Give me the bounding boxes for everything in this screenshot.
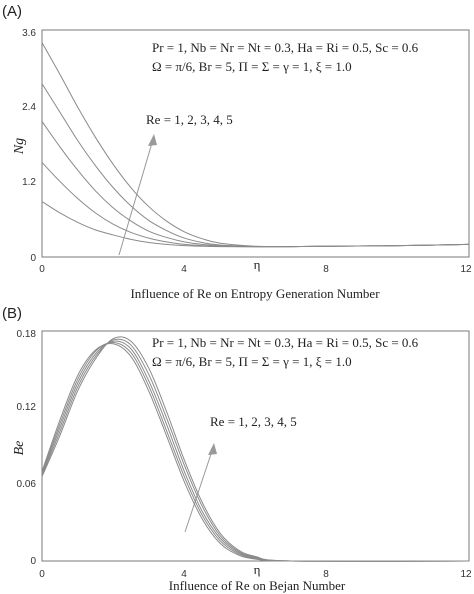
panel-a-series-line-3 [41, 121, 470, 248]
panel-a-params-line-1: Pr = 1, Nb = Nr = Nt = 0.3, Ha = Ri = 0.… [152, 40, 419, 55]
panel-a-xtick-0: 0 [39, 264, 45, 275]
panel-a-y-axis-label: Ng [12, 138, 27, 155]
panel-b-xtick-1: 4 [181, 569, 187, 580]
panel-b-y-ticks: 0 0.06 0.12 0.18 [17, 329, 37, 567]
panel-a-trend-arrow-line [118, 135, 155, 256]
panel-b-series-line-4 [41, 338, 470, 562]
panel-a-ytick-1: 1.2 [22, 177, 36, 188]
panel-a-label: (A) [2, 3, 22, 20]
panel-a-x-axis-label: η [254, 257, 261, 272]
panel-a-ytick-2: 2.4 [22, 102, 36, 113]
panel-b-ytick-1: 0.06 [17, 479, 37, 490]
panel-b-series-line-3 [41, 340, 470, 562]
panel-a-xtick-1: 4 [181, 264, 187, 275]
panel-b-ytick-0: 0 [30, 556, 36, 567]
panel-b-label: (B) [2, 305, 22, 322]
panel-a-x-ticks: 0 4 8 12 [39, 264, 472, 275]
panel-a-caption: Influence of Re on Entropy Generation Nu… [130, 286, 380, 301]
panel-b-caption: Influence of Re on Bejan Number [169, 578, 346, 593]
panel-b-params-line-1: Pr = 1, Nb = Nr = Nt = 0.3, Ha = Ri = 0.… [152, 335, 419, 350]
panel-a-ytick-0: 0 [30, 253, 36, 264]
panel-a-xtick-3: 12 [460, 264, 472, 275]
panel-b-ytick-3: 0.18 [17, 329, 37, 340]
panel-a-y-ticks: 0 1.2 2.4 3.6 [22, 28, 36, 264]
panel-b-y-axis-label: Be [12, 441, 27, 456]
panel-b-series-line-1 [41, 343, 470, 562]
panel-a-series-line-4 [41, 83, 470, 248]
panel-b-params-line-2: Ω = π/6, Br = 5, Π = Σ = γ = 1, ξ = 1.0 [152, 354, 352, 369]
panel-a-params-line-2: Ω = π/6, Br = 5, Π = Σ = γ = 1, ξ = 1.0 [152, 59, 352, 74]
panel-b-x-ticks: 0 4 8 12 [39, 569, 472, 580]
panel-a-xtick-2: 8 [323, 264, 329, 275]
panel-a-series-line-1 [41, 201, 470, 248]
panel-b-series-line-5 [41, 336, 470, 562]
panel-b-trend-arrowhead [208, 443, 217, 455]
panel-a-ytick-3: 3.6 [22, 28, 36, 39]
panel-b-series-line-2 [41, 341, 470, 562]
panel-b-xtick-3: 12 [460, 569, 472, 580]
panel-b-series-lines [41, 336, 470, 562]
panel-b-xtick-2: 8 [323, 569, 329, 580]
panel-b-re-annotation: Re = 1, 2, 3, 4, 5 [210, 414, 297, 429]
panel-b-xtick-0: 0 [39, 569, 45, 580]
panel-a: (A) 0 1.2 2.4 3.6 0 4 8 12 η Ng Pr = 1, … [2, 3, 472, 301]
panel-a-series-line-2 [41, 162, 470, 248]
panel-b: (B) 0 0.06 0.12 0.18 0 4 8 12 η Be Pr = … [2, 305, 472, 593]
panel-a-series-line-5 [41, 42, 470, 248]
panel-b-ytick-2: 0.12 [17, 402, 37, 413]
panel-a-series-lines [41, 42, 470, 248]
panel-b-x-axis-label: η [254, 562, 261, 577]
panel-a-re-annotation: Re = 1, 2, 3, 4, 5 [146, 112, 233, 127]
panel-b-trend-arrow-line [184, 444, 215, 533]
panel-b-plot-frame [41, 330, 470, 562]
panel-a-plot-frame [41, 29, 470, 258]
panel-a-trend-arrowhead [148, 134, 157, 146]
